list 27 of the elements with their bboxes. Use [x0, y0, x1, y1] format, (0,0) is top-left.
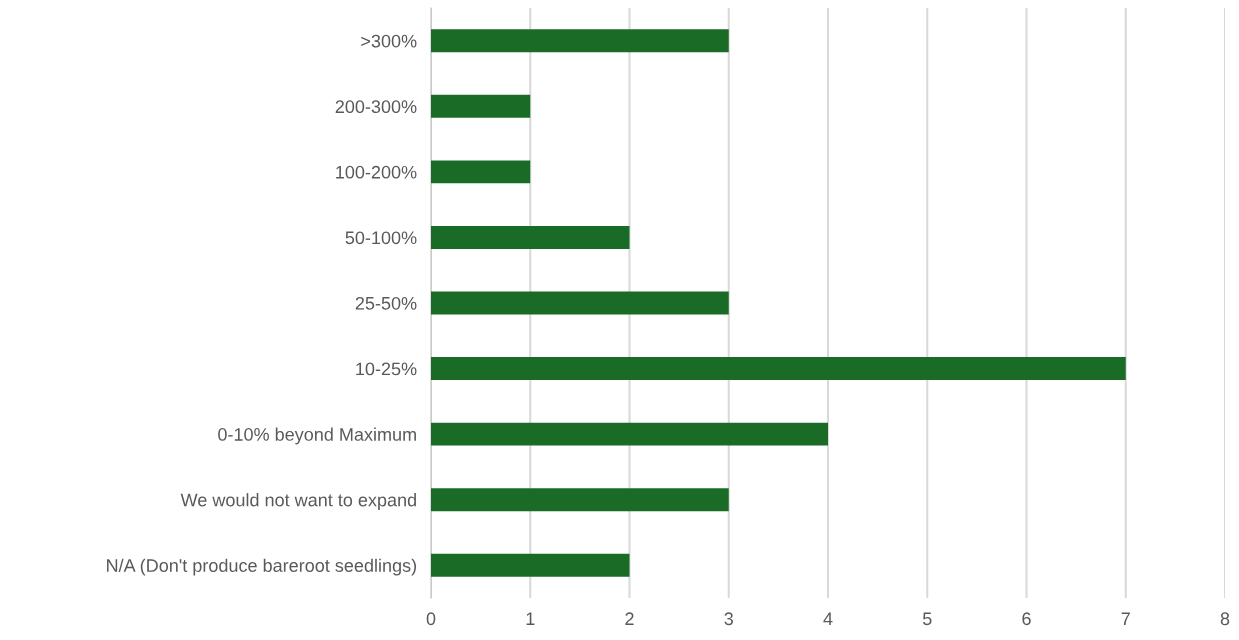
bar	[431, 94, 531, 118]
bar	[431, 225, 630, 249]
y-tick-label: N/A (Don't produce bareroot seedlings)	[107, 558, 417, 576]
bar	[431, 488, 729, 512]
y-tick-label: >300%	[361, 34, 417, 48]
y-tick-label: 10-25%	[356, 362, 417, 376]
y-tick-label: 0-10% beyond Maximum	[218, 427, 416, 445]
y-tick-label: 200-300%	[335, 100, 417, 114]
x-tick-label: 3	[724, 612, 733, 626]
x-tick-label: 4	[823, 612, 833, 625]
x-tick-label: 0	[426, 612, 436, 626]
bar	[431, 553, 630, 577]
y-tick-label: 100-200%	[336, 165, 417, 179]
y-tick-label: 25-50%	[355, 296, 417, 310]
x-tick-label: 2	[625, 612, 634, 625]
bar	[431, 291, 729, 315]
bar	[431, 160, 531, 184]
x-tick-label: 7	[1121, 612, 1130, 625]
x-tick-label: 1	[526, 612, 535, 625]
x-tick-label: 5	[922, 612, 932, 626]
x-tick-label: 8	[1220, 612, 1230, 626]
y-tick-label: 50-100%	[345, 231, 417, 245]
bar	[431, 357, 1126, 381]
bar	[431, 422, 828, 446]
x-tick-label: 6	[1022, 612, 1031, 626]
y-tick-label: We would not want to expand	[180, 493, 416, 510]
bar	[431, 29, 729, 53]
